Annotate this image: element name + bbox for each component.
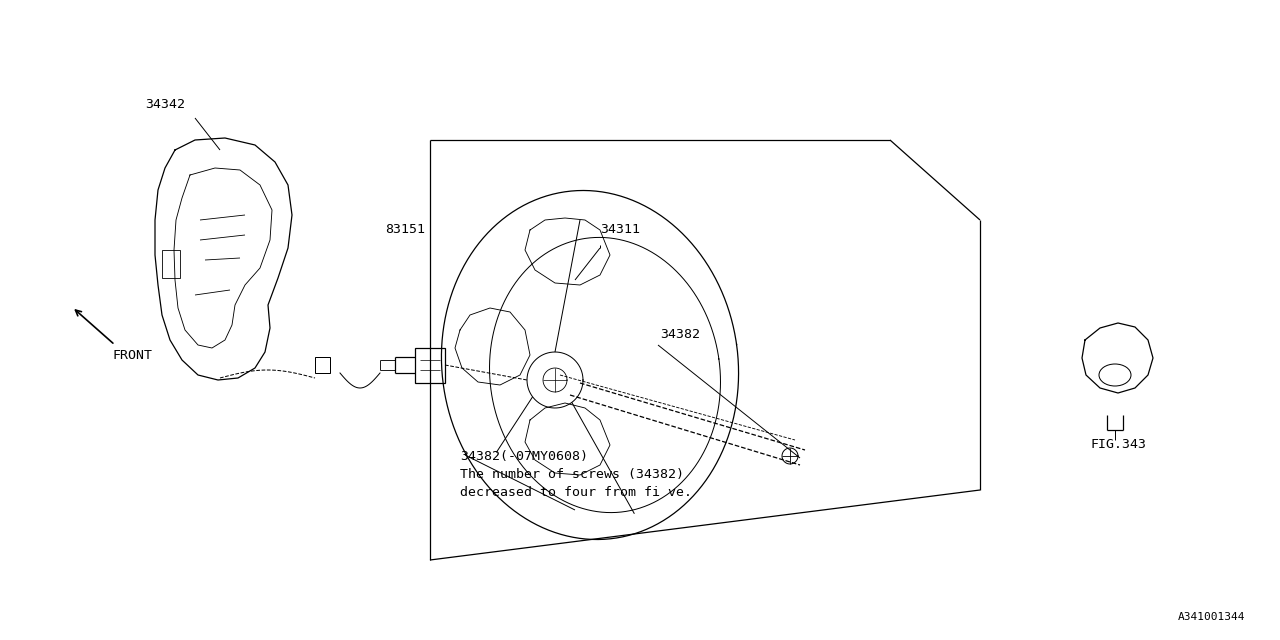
Text: FIG.343: FIG.343 [1091, 438, 1146, 451]
Bar [315, 357, 330, 373]
Text: A341001344: A341001344 [1178, 612, 1245, 622]
Text: 83151: 83151 [385, 223, 425, 236]
Text: 34342: 34342 [145, 98, 186, 111]
Text: 34311: 34311 [600, 223, 640, 236]
Bar [163, 250, 180, 278]
Text: decreased to four from fi ve.: decreased to four from fi ve. [460, 486, 692, 499]
Text: FRONT: FRONT [113, 349, 152, 362]
Text: The number of screws (34382): The number of screws (34382) [460, 468, 684, 481]
Bar [415, 348, 445, 383]
Text: 34382(-07MY0608): 34382(-07MY0608) [460, 450, 588, 463]
Text: 34382: 34382 [660, 328, 700, 341]
